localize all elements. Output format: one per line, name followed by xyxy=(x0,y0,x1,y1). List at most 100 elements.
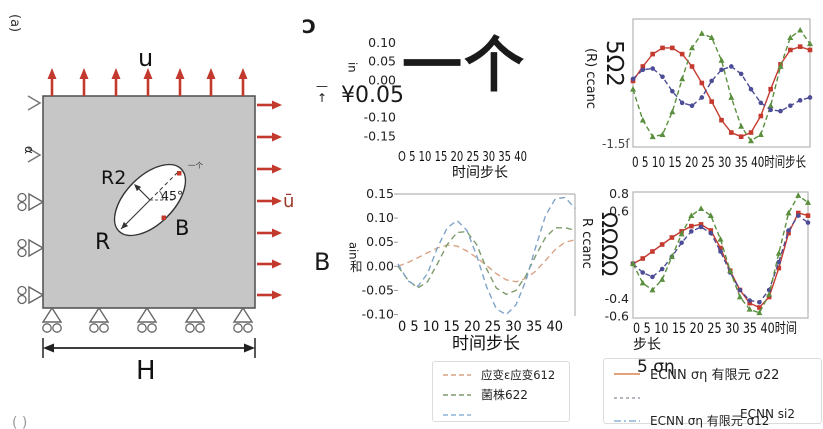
marker-square xyxy=(738,134,744,139)
garbled-u-shape: Ɔ xyxy=(302,16,316,38)
x-axis-tick-labels: 0 5 10 15 20 25 30 35 40时间 xyxy=(633,321,797,337)
hole-point-a-dot xyxy=(177,171,182,176)
marker-square xyxy=(807,47,813,53)
figure-label-bottom-clipped: ( ) xyxy=(12,415,28,429)
marker-square xyxy=(768,86,773,92)
marker-square xyxy=(708,228,714,233)
marker-square xyxy=(689,223,694,229)
marker-triangle xyxy=(757,131,764,138)
legend-item: ECNN ση 有限元 σ12 xyxy=(613,413,821,428)
marker-square xyxy=(797,44,803,49)
marker-square xyxy=(709,99,714,104)
garbled-topright-ytick: -1.5ſ xyxy=(602,137,630,151)
marker-triangle xyxy=(727,267,734,274)
marker-triangle xyxy=(678,230,685,237)
garbled-topright-ylabel-big: 5Ω2 xyxy=(601,40,627,87)
marker-triangle xyxy=(756,309,763,316)
load-arrow-up-icon xyxy=(79,68,89,96)
marker-triangle xyxy=(707,212,714,219)
elliptical-hole xyxy=(113,163,187,237)
marker-triangle xyxy=(630,85,636,92)
garbled-bottomright-ylabel-big: ΩΩΩΩ xyxy=(597,212,621,277)
marker-square xyxy=(757,305,762,310)
marker-triangle xyxy=(698,30,705,36)
garbled-up-arrow-icon: ↑ xyxy=(316,91,328,105)
marker-triangle xyxy=(736,293,743,300)
marker-square xyxy=(776,265,782,271)
series-line xyxy=(632,29,811,142)
plate-diagram: α xyxy=(17,44,294,386)
marker-triangle xyxy=(668,253,675,260)
y-axis-tick-label: 0.00 xyxy=(368,72,396,87)
x-axis-label: 时间步长 xyxy=(452,334,520,354)
marker-square xyxy=(758,113,764,119)
y-axis-tick-label: 0.10 xyxy=(366,210,394,225)
load-arrow-up-icon xyxy=(238,68,248,96)
load-arrow-right-icon xyxy=(257,132,282,142)
marker-circle xyxy=(795,213,801,218)
point-a-garbled-label: 一个 xyxy=(188,161,203,170)
marker-circle xyxy=(650,66,655,71)
legend-item-label: ECNN ση 有限元 σ22 xyxy=(650,368,780,383)
marker-square xyxy=(699,80,705,86)
marker-square xyxy=(669,235,675,240)
marker-triangle xyxy=(777,63,784,69)
marker-circle xyxy=(640,270,646,275)
marker-triangle xyxy=(659,276,666,282)
legend-item xyxy=(442,407,569,422)
marker-square xyxy=(689,64,695,69)
marker-square xyxy=(650,51,655,57)
marker-triangle xyxy=(785,209,792,216)
marker-circle xyxy=(776,259,782,265)
marker-circle xyxy=(670,88,675,94)
garbled-ylabel-ain: ain xyxy=(346,242,361,260)
alpha-label: α xyxy=(22,146,36,154)
marker-square xyxy=(679,51,685,57)
y-axis-tick-label: 0.05 xyxy=(368,54,396,69)
marker-circle xyxy=(807,95,813,100)
roller-support-icon xyxy=(88,306,110,333)
right-load-arrows xyxy=(257,100,282,300)
y-axis-tick-label: -0.4 xyxy=(605,291,629,306)
marker-square xyxy=(670,45,675,51)
legend-item-label: 菌株622 xyxy=(481,388,528,402)
series-line xyxy=(397,239,576,283)
marker-square xyxy=(719,117,724,123)
marker-triangle xyxy=(775,250,782,256)
roller-support-icon xyxy=(136,306,158,333)
marker-square xyxy=(748,130,754,135)
series-red-squares-solid xyxy=(630,210,811,310)
marker-triangle xyxy=(669,108,676,115)
load-arrow-right-icon xyxy=(257,228,282,238)
hole-point-b-dot xyxy=(161,215,166,220)
marker-triangle xyxy=(708,34,715,40)
marker-triangle xyxy=(766,291,773,297)
y-axis-tick-label: -0.05 xyxy=(362,282,394,297)
marker-circle xyxy=(748,86,754,92)
marker-square xyxy=(659,242,665,247)
marker-circle xyxy=(689,103,695,109)
marker-square xyxy=(786,230,791,236)
marker-circle xyxy=(738,71,744,77)
roller-support-icon xyxy=(232,306,254,333)
marker-circle xyxy=(805,220,811,225)
legend-item: 菌株622 xyxy=(442,387,569,402)
marker-square xyxy=(650,249,655,254)
x-axis-tick-labels: 0 5 10 15 20 25 30 35 40 xyxy=(398,319,563,335)
garbled-bottomright-ylabel-small: R ccanc xyxy=(579,218,594,269)
marker-circle xyxy=(708,230,714,236)
marker-circle xyxy=(747,298,752,303)
marker-triangle xyxy=(748,137,754,144)
marker-triangle xyxy=(689,44,695,51)
figure-label-rotated: (a) xyxy=(7,14,22,33)
point-b-label: B xyxy=(175,216,189,240)
garbled-yen-tick: ¥0.05 xyxy=(341,83,404,108)
y-axis-tick-label: -0.6 xyxy=(605,308,629,323)
marker-square xyxy=(788,47,793,53)
marker-triangle xyxy=(688,212,695,219)
y-axis-tick-label: 0.10 xyxy=(368,35,396,50)
marker-triangle xyxy=(718,57,725,63)
y-axis-tick-label: 0.15 xyxy=(366,186,394,201)
marker-circle xyxy=(709,78,714,84)
